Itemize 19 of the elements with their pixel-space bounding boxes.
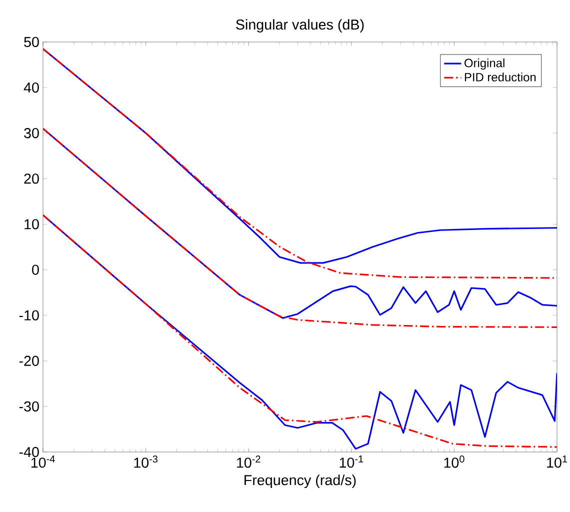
y-tick-label: 10 bbox=[24, 219, 39, 230]
y-tick-label: -30 bbox=[19, 401, 39, 412]
y-tick-label: -10 bbox=[19, 310, 39, 320]
y-tick-label: 30 bbox=[24, 128, 39, 138]
chart-title: Singular values (dB) bbox=[236, 19, 364, 33]
x-tick-label: 10$^{-2}$ bbox=[237, 456, 260, 468]
y-tick-label: 20 bbox=[24, 174, 39, 184]
legend-label: PID reduction bbox=[464, 72, 536, 82]
y-tick-label: -20 bbox=[19, 356, 39, 366]
x-tick-label: 10$^{-1}$ bbox=[340, 456, 364, 468]
x-tick-label: 10$^{-3}$ bbox=[134, 456, 158, 468]
legend-label: Original bbox=[464, 58, 504, 70]
y-tick-label: 40 bbox=[24, 82, 39, 93]
x-axis-title: Frequency (rad/s) bbox=[244, 474, 356, 488]
x-tick-label: 10$^{0}$ bbox=[444, 456, 464, 468]
x-tick-label: 10$^{1}$ bbox=[547, 456, 568, 468]
y-tick-label: 0 bbox=[32, 264, 39, 275]
y-tick-label: -40 bbox=[19, 446, 39, 458]
y-tick-label: 50 bbox=[24, 36, 39, 48]
